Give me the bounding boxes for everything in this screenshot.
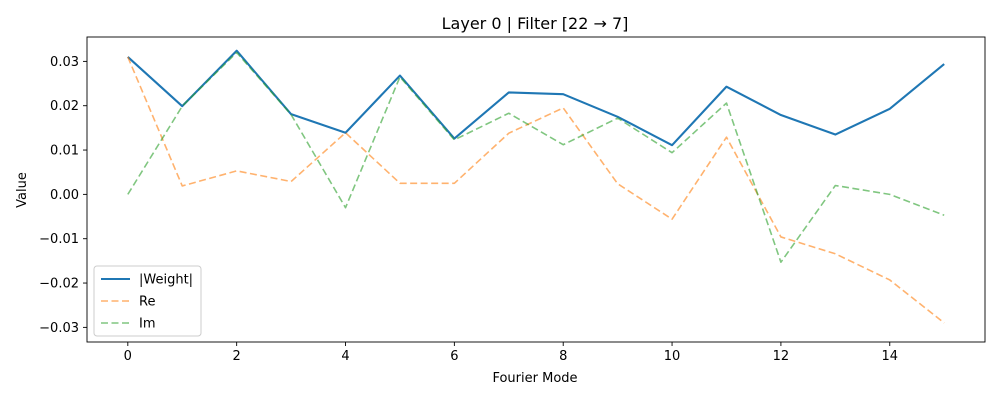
chart-title: Layer 0 | Filter [22 → 7] (442, 14, 629, 33)
series-line-2 (127, 56, 945, 324)
legend: |Weight| Re Im (93, 265, 202, 337)
legend-label-2: Re (139, 295, 155, 310)
x-tick-label: 6 (450, 349, 458, 364)
x-tick-label: 0 (124, 349, 132, 364)
axes-frame (86, 36, 986, 343)
x-tick-label: 10 (664, 349, 681, 364)
x-tick-label: 4 (341, 349, 349, 364)
plot-area (127, 49, 945, 324)
legend-box (93, 265, 202, 337)
y-tick-label: −0.02 (39, 277, 79, 292)
y-tick-label: 0.02 (50, 99, 79, 114)
x-tick-label: 14 (881, 349, 898, 364)
x-tick-label: 12 (773, 349, 790, 364)
x-tick-label: 2 (233, 349, 241, 364)
y-tick-label: −0.03 (39, 321, 79, 336)
y-tick-label: 0.03 (50, 55, 79, 70)
series-line-3 (127, 51, 945, 264)
y-tick-label: 0.01 (50, 144, 79, 159)
legend-label-1: |Weight| (139, 273, 193, 288)
y-tick-label: −0.01 (39, 232, 79, 247)
axes: 0 2 4 6 8 10 12 14 −0.03 −0.02 −0.01 0.00 0.01 0.02 0.… (39, 36, 986, 364)
series-line-1 (127, 49, 945, 147)
legend-label-3: Im (139, 317, 156, 332)
x-tick-label: 8 (559, 349, 567, 364)
y-axis-label: Value (15, 172, 30, 208)
y-tick-label: 0.00 (50, 188, 79, 203)
x-axis-label: Fourier Mode (492, 371, 577, 386)
